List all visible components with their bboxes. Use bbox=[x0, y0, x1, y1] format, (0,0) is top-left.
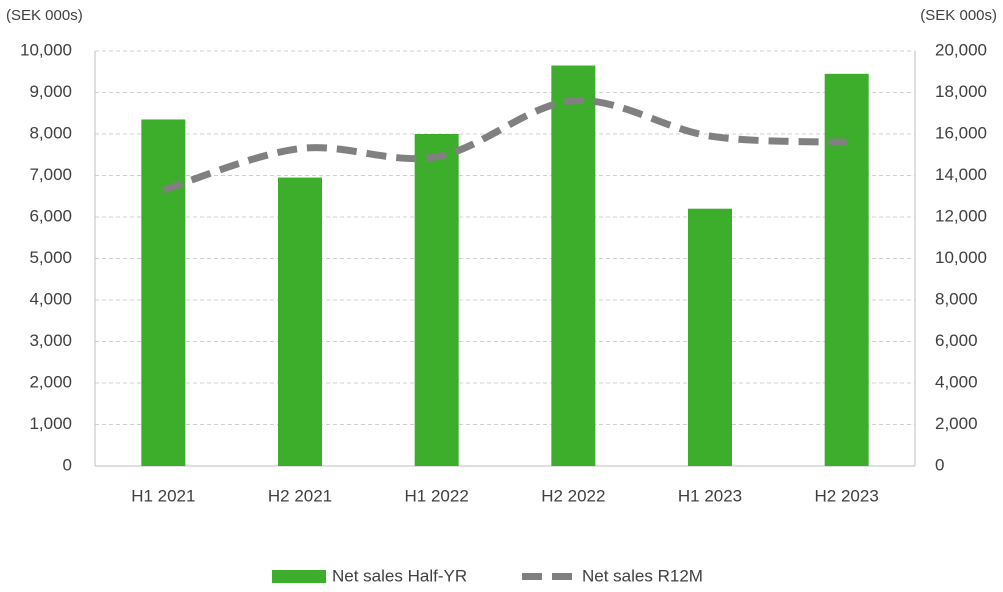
y2-tick-label: 2,000 bbox=[935, 414, 978, 433]
x-tick-label: H1 2022 bbox=[405, 486, 469, 505]
y2-tick-label: 16,000 bbox=[935, 123, 987, 142]
y-tick-label: 6,000 bbox=[29, 206, 72, 225]
y-tick-label: 8,000 bbox=[29, 123, 72, 142]
legend-label: Net sales Half-YR bbox=[332, 566, 467, 585]
y2-tick-label: 6,000 bbox=[935, 331, 978, 350]
y-axis-label: (SEK 000s) bbox=[6, 7, 83, 24]
y2-tick-label: 12,000 bbox=[935, 206, 987, 225]
bar bbox=[414, 134, 459, 466]
y2-tick-label: 0 bbox=[935, 455, 944, 474]
bar bbox=[278, 177, 322, 466]
y-tick-label: 4,000 bbox=[29, 289, 72, 308]
y2-tick-label: 18,000 bbox=[935, 82, 987, 101]
y2-axis-label: (SEK 000s) bbox=[920, 7, 997, 24]
y2-tick-label: 4,000 bbox=[935, 372, 978, 391]
bar bbox=[688, 208, 732, 466]
x-tick-label: H2 2022 bbox=[541, 486, 605, 505]
line bbox=[162, 97, 847, 194]
y2-tick-label: 10,000 bbox=[935, 248, 987, 267]
y-tick-label: 2,000 bbox=[29, 372, 72, 391]
y-tick-label: 10,000 bbox=[20, 40, 72, 59]
y2-tick-label: 8,000 bbox=[935, 289, 978, 308]
y-tick-label: 1,000 bbox=[29, 414, 72, 433]
x-tick-label: H1 2023 bbox=[678, 486, 742, 505]
y-tick-label: 3,000 bbox=[29, 331, 72, 350]
bar bbox=[824, 73, 869, 466]
x-tick-label: H2 2021 bbox=[268, 486, 332, 505]
y-tick-label: 0 bbox=[63, 455, 72, 474]
y2-tick-label: 20,000 bbox=[935, 40, 987, 59]
y-tick-label: 5,000 bbox=[29, 248, 72, 267]
x-tick-label: H1 2021 bbox=[131, 486, 195, 505]
bar bbox=[141, 119, 186, 466]
x-tick-label: H2 2023 bbox=[815, 486, 879, 505]
y2-tick-label: 14,000 bbox=[935, 165, 987, 184]
y-tick-label: 7,000 bbox=[29, 165, 72, 184]
legend-swatch bbox=[272, 570, 326, 583]
bar bbox=[551, 65, 596, 467]
y-tick-label: 9,000 bbox=[29, 82, 72, 101]
legend-label: Net sales R12M bbox=[582, 566, 703, 585]
